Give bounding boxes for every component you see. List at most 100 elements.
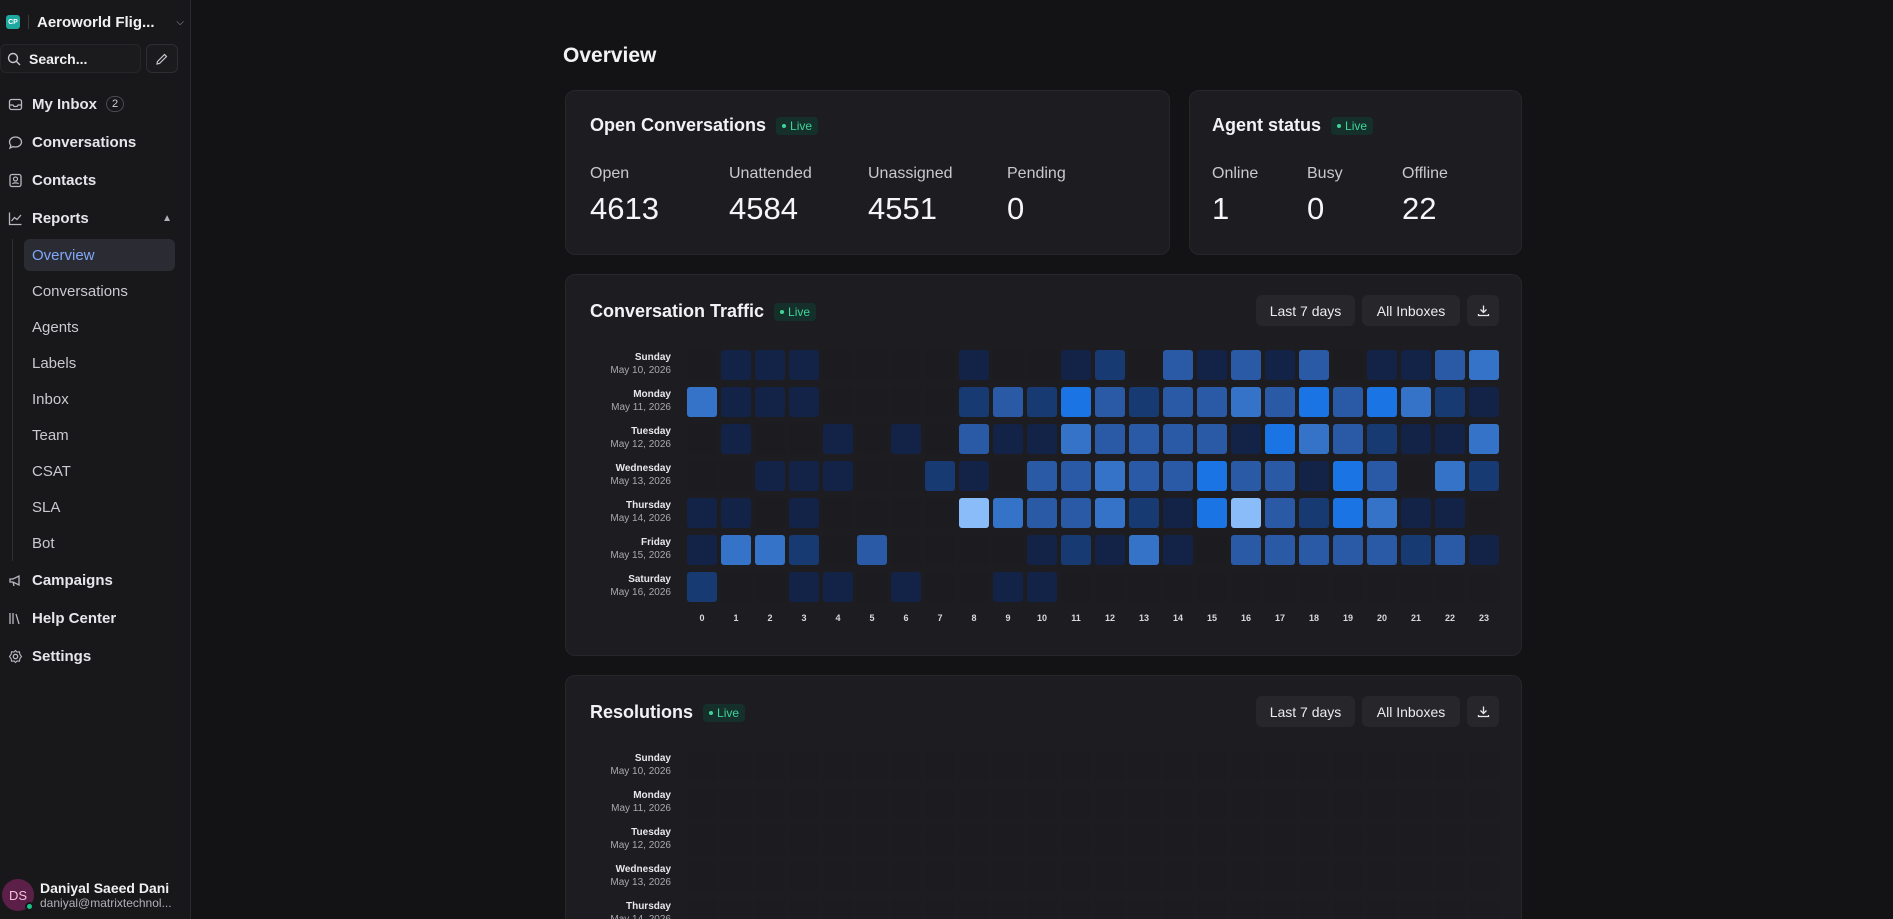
heatmap-cell[interactable] — [1061, 751, 1091, 781]
heatmap-cell[interactable] — [993, 350, 1023, 380]
heatmap-cell[interactable] — [1435, 498, 1465, 528]
heatmap-cell[interactable] — [721, 535, 751, 565]
heatmap-cell[interactable] — [1265, 862, 1295, 892]
heatmap-cell[interactable] — [959, 572, 989, 602]
heatmap-cell[interactable] — [925, 350, 955, 380]
heatmap-cell[interactable] — [1299, 461, 1329, 491]
heatmap-cell[interactable] — [755, 825, 785, 855]
heatmap-cell[interactable] — [823, 424, 853, 454]
heatmap-cell[interactable] — [1129, 788, 1159, 818]
heatmap-cell[interactable] — [925, 788, 955, 818]
heatmap-cell[interactable] — [1129, 461, 1159, 491]
heatmap-cell[interactable] — [857, 387, 887, 417]
heatmap-cell[interactable] — [1061, 862, 1091, 892]
nav-my-inbox[interactable]: My Inbox 2 — [0, 85, 190, 123]
heatmap-cell[interactable] — [823, 461, 853, 491]
heatmap-cell[interactable] — [1333, 862, 1363, 892]
heatmap-cell[interactable] — [1333, 387, 1363, 417]
heatmap-cell[interactable] — [1027, 788, 1057, 818]
heatmap-cell[interactable] — [1095, 825, 1125, 855]
heatmap-cell[interactable] — [925, 862, 955, 892]
heatmap-cell[interactable] — [1469, 825, 1499, 855]
nav-conversations[interactable]: Conversations — [0, 123, 190, 161]
heatmap-cell[interactable] — [1265, 788, 1295, 818]
heatmap-cell[interactable] — [1435, 424, 1465, 454]
heatmap-cell[interactable] — [891, 535, 921, 565]
heatmap-cell[interactable] — [687, 825, 717, 855]
heatmap-cell[interactable] — [1129, 572, 1159, 602]
heatmap-cell[interactable] — [1299, 387, 1329, 417]
heatmap-cell[interactable] — [1469, 387, 1499, 417]
heatmap-cell[interactable] — [1129, 350, 1159, 380]
heatmap-cell[interactable] — [1401, 751, 1431, 781]
heatmap-cell[interactable] — [721, 461, 751, 491]
heatmap-cell[interactable] — [993, 899, 1023, 919]
heatmap-cell[interactable] — [789, 498, 819, 528]
heatmap-cell[interactable] — [1197, 825, 1227, 855]
heatmap-cell[interactable] — [891, 899, 921, 919]
heatmap-cell[interactable] — [721, 572, 751, 602]
date-range-button[interactable]: Last 7 days — [1256, 696, 1355, 727]
heatmap-cell[interactable] — [687, 535, 717, 565]
heatmap-cell[interactable] — [1197, 535, 1227, 565]
nav-contacts[interactable]: Contacts — [0, 161, 190, 199]
heatmap-cell[interactable] — [687, 387, 717, 417]
heatmap-cell[interactable] — [1027, 350, 1057, 380]
heatmap-cell[interactable] — [959, 788, 989, 818]
heatmap-cell[interactable] — [789, 424, 819, 454]
heatmap-cell[interactable] — [1299, 825, 1329, 855]
heatmap-cell[interactable] — [959, 899, 989, 919]
heatmap-cell[interactable] — [959, 751, 989, 781]
user-profile[interactable]: DS Daniyal Saeed Dani daniyal@matrixtech… — [0, 871, 191, 919]
heatmap-cell[interactable] — [1299, 535, 1329, 565]
heatmap-cell[interactable] — [925, 461, 955, 491]
heatmap-cell[interactable] — [823, 788, 853, 818]
heatmap-cell[interactable] — [789, 350, 819, 380]
heatmap-cell[interactable] — [1027, 461, 1057, 491]
heatmap-cell[interactable] — [925, 498, 955, 528]
sub-item-conversations[interactable]: Conversations — [32, 282, 128, 300]
heatmap-cell[interactable] — [1061, 387, 1091, 417]
heatmap-cell[interactable] — [687, 751, 717, 781]
heatmap-cell[interactable] — [1231, 461, 1261, 491]
heatmap-cell[interactable] — [1333, 424, 1363, 454]
heatmap-cell[interactable] — [1435, 572, 1465, 602]
heatmap-cell[interactable] — [1129, 751, 1159, 781]
heatmap-cell[interactable] — [959, 350, 989, 380]
heatmap-cell[interactable] — [1333, 899, 1363, 919]
heatmap-cell[interactable] — [1435, 825, 1465, 855]
sub-item-bot[interactable]: Bot — [32, 534, 55, 552]
heatmap-cell[interactable] — [1095, 899, 1125, 919]
heatmap-cell[interactable] — [857, 350, 887, 380]
heatmap-cell[interactable] — [1367, 825, 1397, 855]
heatmap-cell[interactable] — [1265, 461, 1295, 491]
heatmap-cell[interactable] — [789, 862, 819, 892]
heatmap-cell[interactable] — [1231, 788, 1261, 818]
heatmap-cell[interactable] — [755, 535, 785, 565]
heatmap-cell[interactable] — [755, 788, 785, 818]
heatmap-cell[interactable] — [1197, 751, 1227, 781]
heatmap-cell[interactable] — [721, 862, 751, 892]
heatmap-cell[interactable] — [1027, 899, 1057, 919]
sub-item-csat[interactable]: CSAT — [32, 462, 71, 480]
heatmap-cell[interactable] — [925, 899, 955, 919]
heatmap-cell[interactable] — [1469, 498, 1499, 528]
heatmap-cell[interactable] — [891, 350, 921, 380]
heatmap-cell[interactable] — [1401, 424, 1431, 454]
heatmap-cell[interactable] — [1333, 751, 1363, 781]
heatmap-cell[interactable] — [1469, 572, 1499, 602]
heatmap-cell[interactable] — [687, 350, 717, 380]
heatmap-cell[interactable] — [1333, 788, 1363, 818]
nav-reports[interactable]: Reports ▲ — [0, 199, 190, 237]
heatmap-cell[interactable] — [1367, 498, 1397, 528]
heatmap-cell[interactable] — [959, 825, 989, 855]
heatmap-cell[interactable] — [823, 535, 853, 565]
heatmap-cell[interactable] — [823, 862, 853, 892]
heatmap-cell[interactable] — [1163, 862, 1193, 892]
heatmap-cell[interactable] — [1197, 899, 1227, 919]
heatmap-cell[interactable] — [1129, 498, 1159, 528]
nav-campaigns[interactable]: Campaigns — [0, 561, 190, 599]
heatmap-cell[interactable] — [1435, 387, 1465, 417]
heatmap-cell[interactable] — [925, 572, 955, 602]
heatmap-cell[interactable] — [755, 498, 785, 528]
